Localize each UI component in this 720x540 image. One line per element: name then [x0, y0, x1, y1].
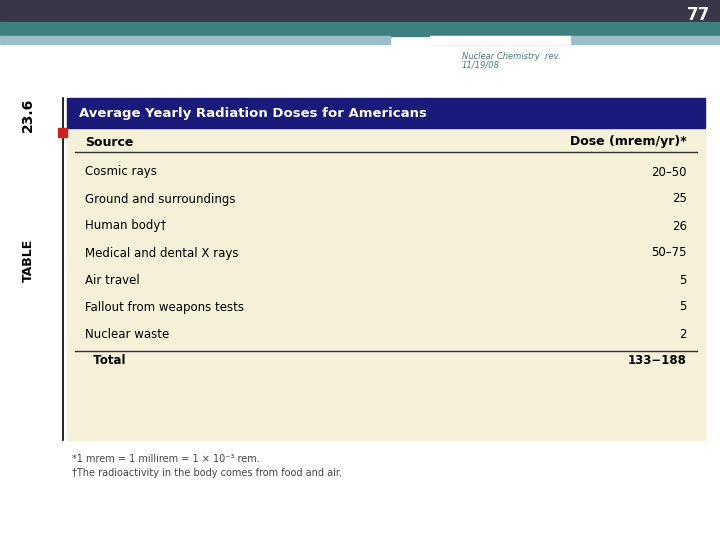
Text: Source: Source: [85, 136, 133, 148]
Text: 11/19/08: 11/19/08: [462, 61, 500, 70]
Text: Nuclear Chemistry  rev.: Nuclear Chemistry rev.: [462, 52, 561, 61]
Text: Ground and surroundings: Ground and surroundings: [85, 192, 235, 206]
Bar: [58, 128, 67, 137]
Text: 23.6: 23.6: [21, 98, 35, 132]
Bar: [430, 36, 720, 44]
Bar: [0, 36, 390, 44]
Text: 5: 5: [680, 300, 687, 314]
Bar: [0, 22, 720, 36]
Bar: [0, 0, 720, 22]
Text: Medical and dental X rays: Medical and dental X rays: [85, 246, 238, 260]
Text: Nuclear waste: Nuclear waste: [85, 327, 169, 341]
Bar: [430, 36, 570, 44]
Text: TABLE: TABLE: [22, 238, 35, 282]
Text: Fallout from weapons tests: Fallout from weapons tests: [85, 300, 244, 314]
Text: Dose (mrem/yr)*: Dose (mrem/yr)*: [570, 136, 687, 148]
Text: 25: 25: [672, 192, 687, 206]
Text: 133−188: 133−188: [628, 354, 687, 368]
Text: †The radioactivity in the body comes from food and air.: †The radioactivity in the body comes fro…: [72, 468, 342, 478]
Text: Cosmic rays: Cosmic rays: [85, 165, 157, 179]
Text: 5: 5: [680, 273, 687, 287]
Bar: [67, 98, 705, 128]
Text: Human body†: Human body†: [85, 219, 166, 233]
Text: Total: Total: [85, 354, 125, 368]
Text: 26: 26: [672, 219, 687, 233]
Text: *1 mrem = 1 millirem = 1 × 10⁻³ rem.: *1 mrem = 1 millirem = 1 × 10⁻³ rem.: [72, 454, 260, 464]
Bar: [67, 98, 705, 440]
Text: 2: 2: [680, 327, 687, 341]
Text: 20–50: 20–50: [652, 165, 687, 179]
Text: 50–75: 50–75: [652, 246, 687, 260]
Text: Average Yearly Radiation Doses for Americans: Average Yearly Radiation Doses for Ameri…: [79, 106, 427, 119]
Text: Air travel: Air travel: [85, 273, 140, 287]
Text: 77: 77: [687, 6, 710, 24]
